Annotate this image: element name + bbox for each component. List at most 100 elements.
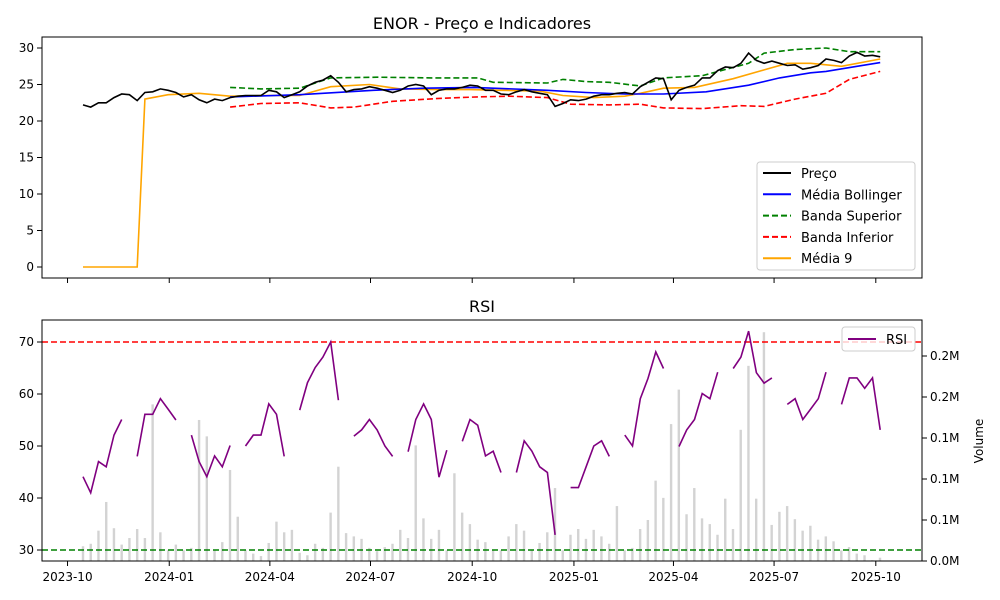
volume-y-tick-label: 0.2M	[930, 390, 959, 404]
volume-bar	[546, 532, 549, 561]
volume-bar	[785, 506, 789, 561]
rsi-axes-frame	[41, 319, 923, 562]
volume-bar	[747, 365, 750, 561]
volume-bar	[275, 521, 278, 561]
rsi-line-segment	[624, 349, 665, 449]
lower-band-line	[230, 70, 881, 110]
volume-bar	[824, 536, 828, 561]
rsi-line-segment	[732, 330, 773, 385]
volume-bar	[515, 524, 518, 561]
volume-bar	[631, 547, 634, 561]
volume-bar	[646, 520, 650, 561]
rsi-line-segment	[407, 402, 448, 478]
volume-bar	[577, 529, 580, 561]
volume-bar	[120, 544, 123, 561]
volume-bar	[352, 536, 356, 561]
rsi-line-segment	[136, 397, 177, 457]
volume-bar	[383, 547, 386, 561]
volume-bar	[174, 544, 178, 561]
price-y-tick-label: 20	[19, 114, 34, 128]
volume-bar	[453, 473, 456, 561]
rsi-line-segment	[786, 371, 827, 422]
price-y-tick-label: 15	[19, 151, 34, 165]
volume-bar	[221, 542, 224, 561]
volume-bar	[693, 488, 696, 561]
x-tick-label: 2025-07	[749, 570, 799, 584]
price-plot-area: 0 5 10 15 20 25 30	[19, 41, 881, 283]
legend-label: Média 9	[801, 252, 852, 267]
legend-label: Banda Inferior	[801, 231, 894, 246]
volume-bar	[267, 542, 270, 561]
volume-bar	[809, 525, 812, 561]
volume-y-tick-label: 0.1M	[930, 472, 959, 486]
volume-bar	[685, 514, 688, 561]
volume-bar	[654, 480, 657, 561]
price-y-tick-label: 5	[26, 224, 34, 238]
volume-bar	[422, 518, 425, 561]
rsi-plot-area: 2023-10 2024-01 2024-04 2024-07 2024-10 2025-…	[19, 330, 959, 584]
volume-y-tick-label: 0.1M	[930, 513, 959, 527]
rsi-y-tick-label: 70	[19, 335, 34, 349]
rsi-line-segment	[461, 418, 502, 473]
rsi-line-segment	[353, 418, 394, 457]
volume-bar	[724, 498, 727, 561]
volume-bar	[507, 536, 510, 561]
volume-bar	[778, 511, 781, 561]
volume-bar	[561, 550, 564, 561]
volume-bar	[754, 498, 758, 561]
rsi-line-segment	[570, 439, 611, 489]
x-tick-label: 2025-04	[648, 570, 698, 584]
volume-bar	[306, 555, 309, 561]
volume-bar	[81, 546, 85, 561]
volume-bar	[166, 550, 170, 561]
x-tick-label: 2023-10	[42, 570, 92, 584]
price-y-tick-label: 30	[19, 41, 34, 55]
price-y-tick-label: 25	[19, 78, 34, 92]
rsi-line-segment	[190, 434, 231, 479]
volume-bar	[840, 550, 843, 561]
volume-bar	[445, 550, 448, 561]
volume-bar	[770, 524, 773, 561]
volume-bar	[708, 524, 711, 561]
volume-bar	[252, 553, 255, 561]
volume-bar	[228, 469, 232, 561]
volume-bar	[282, 532, 286, 561]
rsi-y-tick-label: 60	[19, 387, 34, 401]
rsi-line-segment	[678, 371, 719, 447]
legend-label-rsi: RSI	[886, 333, 907, 348]
volume-bar	[623, 550, 626, 561]
volume-bar	[414, 445, 417, 561]
volume-bar	[731, 529, 735, 561]
volume-bar	[522, 530, 526, 561]
volume-bar	[677, 389, 681, 561]
price-y-tick-label: 0	[26, 260, 34, 274]
volume-bar	[259, 556, 263, 561]
volume-bar	[615, 506, 619, 561]
volume-bar	[128, 538, 131, 561]
volume-bar	[97, 530, 100, 561]
ma9-line	[83, 58, 881, 268]
x-tick-label: 2025-10	[851, 570, 901, 584]
volume-bar	[801, 530, 804, 561]
volume-bar	[855, 553, 858, 561]
volume-bar	[236, 516, 239, 561]
rsi-line-segment	[515, 438, 556, 535]
volume-bar	[832, 541, 835, 561]
volume-bar	[530, 550, 533, 561]
volume-bar	[762, 332, 766, 561]
rsi-legend: RSI	[841, 326, 916, 352]
volume-y-tick-label: 0.2M	[930, 349, 959, 363]
volume-bar	[468, 524, 472, 561]
volume-bar	[700, 518, 704, 561]
volume-bar	[460, 512, 464, 561]
volume-bar	[190, 547, 193, 561]
rsi-y-tick-label: 50	[19, 439, 34, 453]
volume-bar	[89, 543, 92, 561]
x-tick-label: 2025-01	[549, 570, 599, 584]
price-chart-title: ENOR - Preço e Indicadores	[373, 14, 591, 33]
volume-bar	[569, 534, 572, 561]
volume-bar	[135, 529, 139, 561]
x-tick-label: 2024-10	[447, 570, 497, 584]
bollinger-mid-line	[230, 61, 881, 98]
